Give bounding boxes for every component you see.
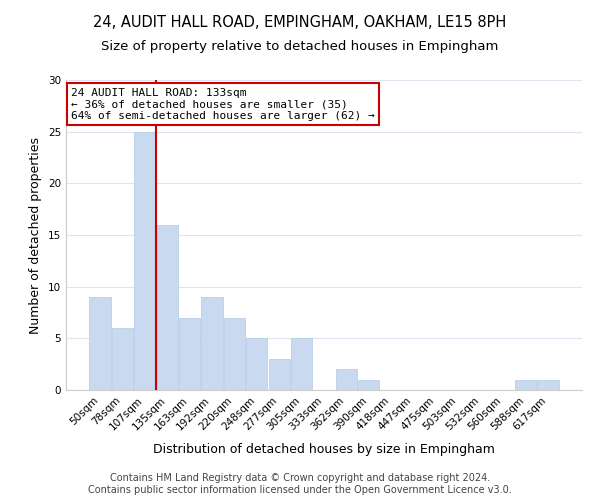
- Bar: [358, 380, 379, 390]
- Text: 24, AUDIT HALL ROAD, EMPINGHAM, OAKHAM, LE15 8PH: 24, AUDIT HALL ROAD, EMPINGHAM, OAKHAM, …: [94, 15, 506, 30]
- Bar: [246, 338, 268, 390]
- Bar: [179, 318, 200, 390]
- Bar: [202, 297, 223, 390]
- Bar: [537, 380, 559, 390]
- Text: Size of property relative to detached houses in Empingham: Size of property relative to detached ho…: [101, 40, 499, 53]
- Bar: [112, 328, 133, 390]
- Bar: [336, 370, 357, 390]
- Bar: [269, 359, 290, 390]
- Y-axis label: Number of detached properties: Number of detached properties: [29, 136, 43, 334]
- Bar: [134, 132, 155, 390]
- Text: Contains HM Land Registry data © Crown copyright and database right 2024.
Contai: Contains HM Land Registry data © Crown c…: [88, 474, 512, 495]
- Text: 24 AUDIT HALL ROAD: 133sqm
← 36% of detached houses are smaller (35)
64% of semi: 24 AUDIT HALL ROAD: 133sqm ← 36% of deta…: [71, 88, 375, 121]
- Bar: [89, 297, 111, 390]
- Bar: [291, 338, 312, 390]
- Bar: [224, 318, 245, 390]
- Bar: [157, 224, 178, 390]
- X-axis label: Distribution of detached houses by size in Empingham: Distribution of detached houses by size …: [153, 443, 495, 456]
- Bar: [515, 380, 536, 390]
